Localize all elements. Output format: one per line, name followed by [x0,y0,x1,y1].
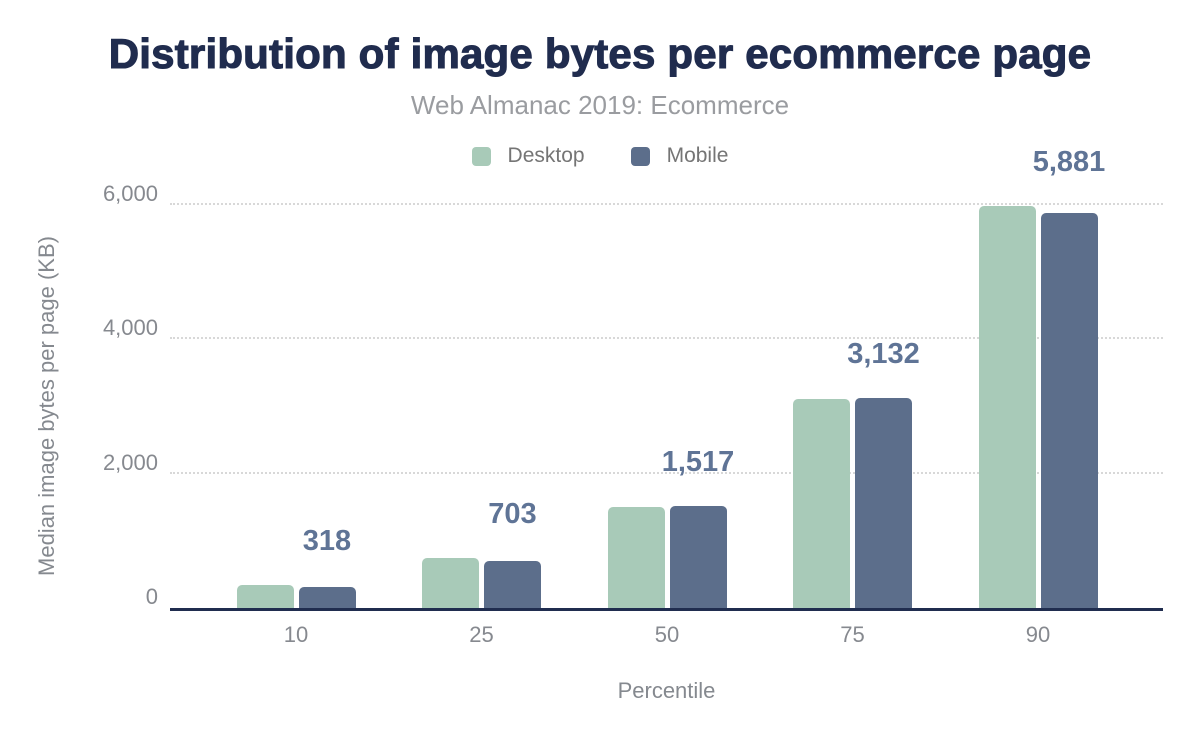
y-axis-title: Median image bytes per page (KB) [34,236,59,576]
bar-mobile-p25 [484,560,541,608]
bar-mobile-p90 [1040,213,1098,608]
value-label-p50: 1,517 [661,446,735,479]
y-tick-0: 0 [145,584,158,609]
legend-item-desktop: Desktop [471,144,585,168]
bar-desktop-p10 [236,584,294,608]
plot-area: 0 2,000 4,000 6,000 10 318 25 703 50 1,517 75 3,132… [103,147,1163,646]
bar-mobile-p10 [298,586,356,608]
bar-desktop-p90 [978,205,1036,608]
value-label-p75: 3,132 [847,337,920,370]
bar-desktop-p50 [607,507,665,608]
x-tick-90: 90 [1025,622,1051,647]
value-label-p10: 318 [302,524,352,557]
bar-group-p90 [978,205,1098,608]
x-axis-line [170,608,1163,611]
bar-mobile-p75 [855,397,912,608]
bar-group-p10 [236,584,356,608]
mobile-swatch-icon [630,146,650,166]
y-tick-4000: 4,000 [102,315,158,341]
bar-mobile-p50 [669,506,727,608]
chart-title: Distribution of image bytes per ecommerc… [108,29,1092,77]
legend-label-mobile: Mobile [666,144,729,167]
gridline-4000 [170,337,1163,340]
y-tick-2000: 2,000 [102,449,158,475]
chart-legend: Desktop Mobile [0,144,1200,168]
bar-group-p75 [793,397,912,608]
x-tick-10: 10 [283,622,309,647]
bar-desktop-p75 [793,399,850,608]
legend-label-desktop: Desktop [507,144,585,167]
desktop-swatch-icon [471,146,491,166]
bar-group-p50 [607,506,727,608]
bar-desktop-p25 [422,557,479,608]
value-label-p90: 5,881 [1032,145,1106,178]
chart-subtitle: Web Almanac 2019: Ecommerce [410,90,790,120]
x-axis-title: Percentile [617,678,716,703]
x-tick-75: 75 [840,622,865,647]
legend-item-mobile: Mobile [630,144,729,168]
gridline-2000 [170,471,1163,474]
bar-group-p25 [422,557,541,608]
x-tick-50: 50 [654,622,680,647]
gridline-6000 [170,203,1163,205]
y-tick-6000: 6,000 [102,181,158,206]
value-label-p25: 703 [488,497,537,530]
x-tick-25: 25 [469,622,494,647]
